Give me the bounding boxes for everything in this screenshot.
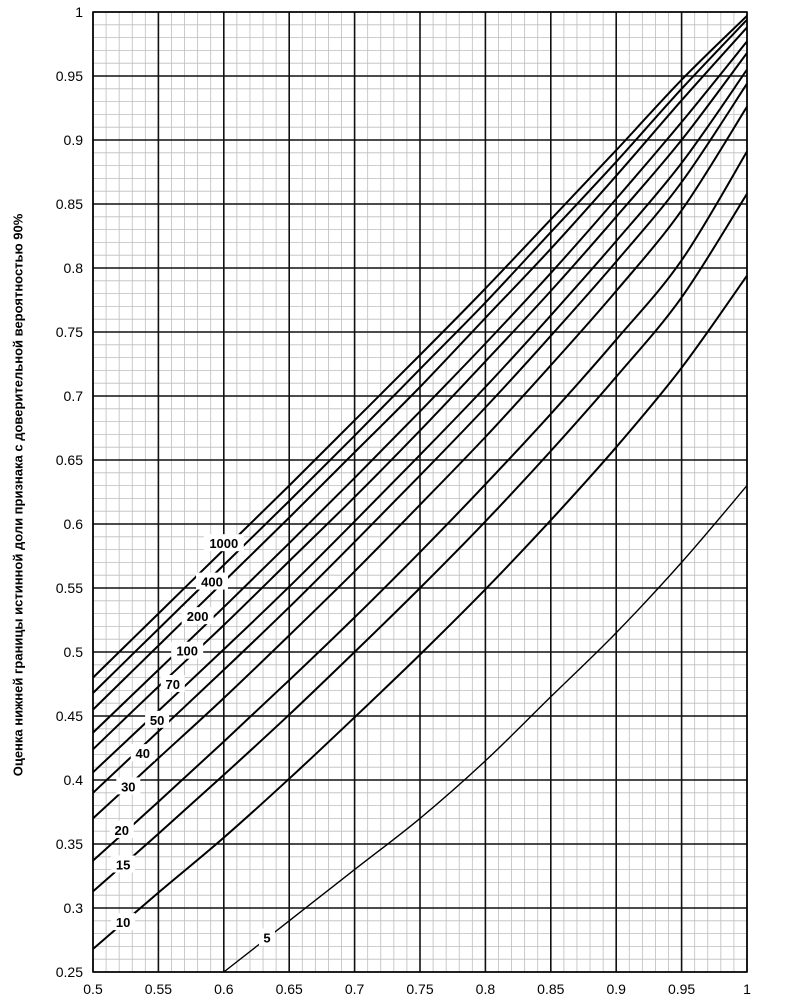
x-tick-label: 0.7 <box>345 981 365 997</box>
y-tick-label: 0.6 <box>64 516 84 532</box>
curve-label: 10 <box>116 915 130 930</box>
x-tick-label: 0.8 <box>476 981 496 997</box>
series-line-n70 <box>92 52 748 751</box>
curve-label-bg <box>171 641 204 659</box>
y-tick-label: 0.9 <box>64 132 84 148</box>
curve-label-bg <box>145 710 170 728</box>
y-tick-label: 0.95 <box>56 68 83 84</box>
y-tick-label: 0.55 <box>56 580 83 596</box>
y-tick-labels: 0.25 0.3 0.35 0.4 0.45 0.5 0.55 0.6 0.65 0.7 0.75 0… <box>56 4 83 980</box>
y-tick-label: 0.85 <box>56 196 83 212</box>
x-tick-label: 0.6 <box>214 981 234 997</box>
series-line-n20 <box>92 150 748 862</box>
y-tick-label: 0.35 <box>56 836 83 852</box>
curve-label: 1000 <box>209 536 238 551</box>
curve-label-bg <box>160 675 185 692</box>
curve-label: 100 <box>176 644 198 659</box>
y-tick-label: 1 <box>75 4 83 20</box>
x-tick-label: 0.75 <box>406 981 433 997</box>
x-tick-label: 1 <box>743 981 751 997</box>
curve-label-bg <box>111 913 136 931</box>
x-tick-labels: 0.5 0.55 0.6 0.65 0.7 0.75 0.8 0.85 0.9 0.95 1 <box>83 981 751 997</box>
series-line-n15 <box>92 193 748 893</box>
x-tick-label: 0.85 <box>537 981 564 997</box>
series-line-n50 <box>92 69 748 774</box>
y-tick-label: 0.65 <box>56 452 83 468</box>
series-line-n40 <box>92 83 748 794</box>
y-tick-label: 0.7 <box>64 388 84 404</box>
curve-label: 50 <box>150 713 164 728</box>
curve-label: 5 <box>263 930 270 945</box>
series-lines <box>92 15 748 973</box>
major-gridlines <box>92 11 748 973</box>
curve-label: 400 <box>201 575 223 590</box>
curve-label: 30 <box>121 779 135 794</box>
curve-label: 70 <box>166 677 180 692</box>
x-tick-label: 0.5 <box>83 981 103 997</box>
y-tick-label: 0.45 <box>56 708 83 724</box>
curve-label-bg <box>203 534 244 552</box>
curve-label-bg <box>116 777 141 795</box>
y-tick-label: 0.75 <box>56 324 83 340</box>
y-tick-label: 0.3 <box>64 900 84 916</box>
y-tick-label: 0.8 <box>64 260 84 276</box>
y-axis-title: Оценка нижней границы истинной доли приз… <box>10 213 26 777</box>
plot-frame <box>92 11 748 973</box>
curve-labels: 1000 400 200 100 70 50 40 30 20 15 10 5 <box>109 534 275 946</box>
curve-label: 15 <box>116 857 130 872</box>
y-tick-label: 0.25 <box>56 964 83 980</box>
series-line-n1000 <box>92 15 748 679</box>
curve-label-bg <box>181 607 214 625</box>
curve-label-bg <box>111 855 136 873</box>
curve-label-bg <box>196 572 229 590</box>
y-tick-label: 0.5 <box>64 644 84 660</box>
curve-label: 40 <box>135 746 149 761</box>
curve-label: 200 <box>187 609 209 624</box>
x-tick-label: 0.9 <box>606 981 626 997</box>
curve-label: 20 <box>115 823 129 838</box>
series-line-n5 <box>223 485 748 973</box>
y-tick-label: 0.4 <box>64 772 84 788</box>
curve-label-bg <box>130 744 155 762</box>
series-line-n10 <box>92 275 748 950</box>
series-line-n30 <box>92 106 748 820</box>
curve-label-bg <box>258 928 275 946</box>
x-tick-label: 0.65 <box>276 981 303 997</box>
series-line-n200 <box>92 26 748 711</box>
x-tick-label: 0.95 <box>668 981 695 997</box>
x-tick-label: 0.55 <box>145 981 172 997</box>
curve-label-bg <box>109 820 134 838</box>
